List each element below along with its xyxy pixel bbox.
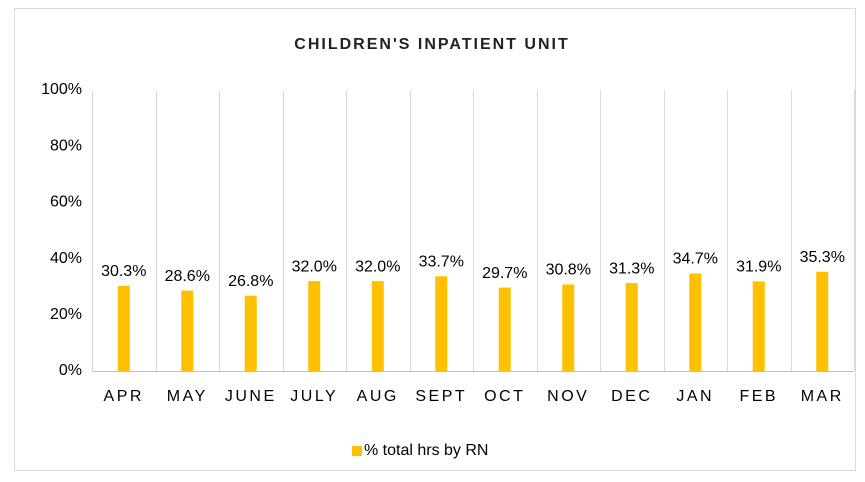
- bar: [562, 284, 575, 371]
- bar: [625, 283, 638, 371]
- y-tick-label: 40%: [50, 250, 82, 267]
- bar: [371, 281, 384, 371]
- y-tick-label: 20%: [50, 306, 82, 323]
- bar: [308, 281, 321, 371]
- bar: [498, 287, 511, 371]
- x-tick-label: JUNE: [225, 388, 277, 405]
- data-label: 35.3%: [800, 249, 845, 266]
- bar: [816, 271, 829, 371]
- x-tick-label: SEPT: [415, 388, 467, 405]
- legend-swatch: [352, 446, 362, 456]
- bar: [435, 276, 448, 371]
- x-tick-label: OCT: [484, 388, 525, 405]
- data-label: 29.7%: [482, 265, 527, 282]
- y-tick-label: 100%: [41, 81, 82, 98]
- bar: [117, 285, 130, 371]
- x-tick-label: MAY: [167, 388, 208, 405]
- data-label: 32.0%: [292, 258, 337, 275]
- data-label: 32.0%: [355, 258, 400, 275]
- x-tick-label: MAR: [801, 388, 844, 405]
- data-label: 28.6%: [165, 268, 210, 285]
- x-tick-label: JAN: [676, 388, 714, 405]
- y-tick-label: 60%: [50, 194, 82, 211]
- data-label: 30.8%: [546, 262, 591, 279]
- chart-title: CHILDREN'S INPATIENT UNIT: [294, 36, 569, 53]
- data-label: 30.3%: [101, 263, 146, 280]
- legend-label: % total hrs by RN: [364, 442, 488, 459]
- bar: [689, 273, 702, 371]
- x-tick-label: APR: [104, 388, 144, 405]
- data-label: 31.9%: [736, 259, 781, 276]
- x-tick-label: JULY: [290, 388, 338, 405]
- data-label: 33.7%: [419, 254, 464, 271]
- x-tick-label: FEB: [739, 388, 778, 405]
- bar: [244, 295, 257, 371]
- data-label: 34.7%: [673, 251, 718, 268]
- bar: [752, 281, 765, 371]
- y-tick-label: 80%: [50, 137, 82, 154]
- data-label: 31.3%: [609, 260, 654, 277]
- x-tick-label: AUG: [357, 388, 399, 405]
- bar: [181, 290, 194, 371]
- data-label: 26.8%: [228, 273, 273, 290]
- y-tick-label: 0%: [59, 362, 82, 379]
- x-tick-label: NOV: [547, 388, 589, 405]
- x-tick-label: DEC: [611, 388, 652, 405]
- chart-border: [14, 8, 856, 471]
